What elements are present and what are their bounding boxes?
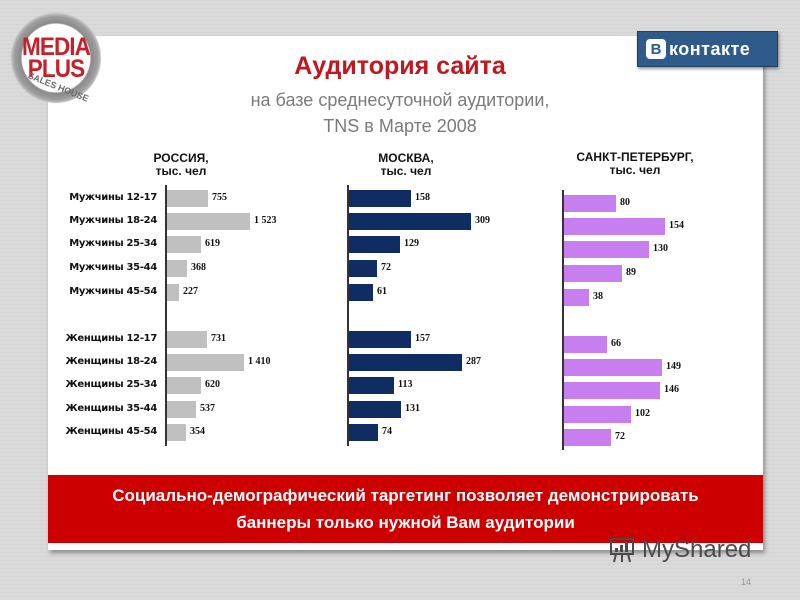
- bar-spb: [564, 218, 665, 235]
- bar-russia: [167, 213, 250, 230]
- bar-value-label: 131: [405, 403, 420, 414]
- bar-value-label: 619: [205, 238, 220, 249]
- bar-value-label: 537: [200, 403, 215, 414]
- chart-unit-line: тыс. чел: [609, 163, 661, 177]
- bar-russia: [167, 236, 201, 253]
- bar-value-label: 113: [398, 379, 413, 390]
- page-title: Аудитория сайта: [294, 52, 506, 80]
- bar-spb: [564, 382, 660, 399]
- bar-value-label: 731: [211, 333, 226, 344]
- vkontakte-logo: В контакте: [637, 31, 778, 67]
- chart-axis-russia: [165, 185, 167, 446]
- bar-spb: [564, 289, 589, 306]
- bar-value-label: 72: [381, 262, 391, 273]
- logo-text-media: MEDIA: [21, 33, 91, 61]
- bar-value-label: 309: [475, 215, 490, 226]
- bar-value-label: 287: [466, 356, 481, 367]
- chart-axis-moscow: [347, 185, 349, 446]
- bar-value-label: 149: [666, 361, 681, 372]
- bar-spb: [564, 429, 611, 446]
- bar-value-label: 89: [626, 267, 636, 278]
- bar-value-label: 1 410: [248, 356, 271, 367]
- watermark-text: MyShared: [642, 536, 752, 563]
- bar-value-label: 354: [190, 426, 205, 437]
- chart-title-line: САНКТ-ПЕТЕРБУРГ,: [576, 150, 694, 164]
- page-number: 14: [741, 577, 752, 587]
- bar-value-label: 80: [620, 197, 630, 208]
- bar-value-label: 74: [382, 426, 392, 437]
- chart-title-russia: РОССИЯ, тыс. чел: [131, 152, 231, 178]
- bar-value-label: 755: [212, 192, 227, 203]
- bar-russia: [167, 260, 187, 277]
- bar-value-label: 620: [205, 379, 220, 390]
- bar-moscow: [349, 424, 378, 441]
- bar-value-label: 38: [593, 291, 603, 302]
- message-banner: Социально-демографический таргетинг позв…: [48, 475, 763, 543]
- bar-moscow: [349, 284, 373, 301]
- category-label: Женщины 25-34: [65, 379, 157, 390]
- bar-value-label: 102: [635, 408, 650, 419]
- myshared-watermark: MyShared: [608, 536, 751, 564]
- bar-moscow: [349, 190, 411, 207]
- bar-value-label: 72: [615, 431, 625, 442]
- banner-line-2: баннеры только нужной Вам аудитории: [236, 513, 575, 532]
- bar-value-label: 158: [415, 192, 430, 203]
- bar-value-label: 66: [611, 338, 621, 349]
- bar-value-label: 130: [653, 243, 668, 254]
- bar-moscow: [349, 354, 462, 371]
- presentation-board-icon: [608, 536, 636, 564]
- chart-title-moscow: МОСКВА, тыс. чел: [356, 152, 456, 178]
- subtitle-line-2: TNS в Марте 2008: [323, 116, 477, 136]
- vk-letter-icon: В: [646, 39, 666, 59]
- bar-spb: [564, 359, 662, 376]
- chart-title-line: МОСКВА,: [378, 151, 434, 165]
- chart-unit-line: тыс. чел: [380, 164, 432, 178]
- bar-value-label: 227: [183, 286, 198, 297]
- subtitle-line-1: на базе среднесуточной аудитории,: [250, 90, 550, 110]
- chart-axis-spb: [562, 190, 564, 450]
- category-label: Женщины 18-24: [65, 356, 157, 367]
- category-label: Мужчины 35-44: [69, 262, 157, 273]
- bar-value-label: 157: [415, 333, 430, 344]
- bar-value-label: 129: [404, 238, 419, 249]
- banner-line-1: Социально-демографический таргетинг позв…: [112, 486, 699, 505]
- bar-spb: [564, 265, 622, 282]
- bar-spb: [564, 241, 649, 258]
- bar-value-label: 154: [669, 220, 684, 231]
- bar-russia: [167, 190, 208, 207]
- bar-russia: [167, 377, 201, 394]
- bar-moscow: [349, 401, 401, 418]
- category-label: Мужчины 45-54: [69, 286, 157, 297]
- chart-title-spb: САНКТ-ПЕТЕРБУРГ, тыс. чел: [560, 151, 710, 177]
- bar-moscow: [349, 213, 471, 230]
- bar-russia: [167, 284, 179, 301]
- bar-spb: [564, 195, 616, 212]
- bar-value-label: 146: [664, 384, 679, 395]
- category-label: Мужчины 18-24: [69, 215, 157, 226]
- chart-title-line: РОССИЯ,: [153, 151, 209, 165]
- bar-value-label: 1 523: [254, 215, 277, 226]
- bar-spb: [564, 406, 631, 423]
- bar-moscow: [349, 236, 400, 253]
- bar-russia: [167, 354, 244, 371]
- bar-spb: [564, 336, 607, 353]
- bar-value-label: 368: [191, 262, 206, 273]
- category-label: Мужчины 12-17: [69, 192, 157, 203]
- category-label: Женщины 35-44: [65, 403, 157, 414]
- media-plus-logo: MEDIA PLUS SALES HOUSE: [10, 12, 102, 104]
- bar-russia: [167, 424, 186, 441]
- logo-text-plus: PLUS: [27, 55, 85, 83]
- bar-value-label: 61: [377, 286, 387, 297]
- chart-unit-line: тыс. чел: [155, 164, 207, 178]
- category-label: Женщины 12-17: [65, 333, 157, 344]
- category-label: Мужчины 25-34: [69, 238, 157, 249]
- category-label: Женщины 45-54: [65, 426, 157, 437]
- bar-moscow: [349, 331, 411, 348]
- bar-moscow: [349, 260, 377, 277]
- bar-russia: [167, 401, 196, 418]
- vk-wordmark: контакте: [669, 38, 751, 59]
- bar-russia: [167, 331, 207, 348]
- bar-moscow: [349, 377, 394, 394]
